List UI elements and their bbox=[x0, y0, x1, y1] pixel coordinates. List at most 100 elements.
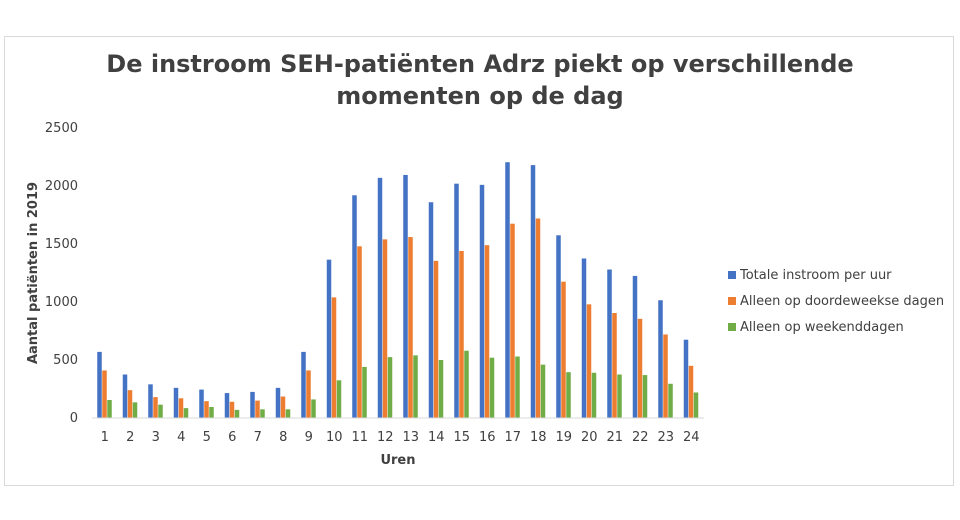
bar-series-3-hour-14 bbox=[438, 360, 444, 418]
x-tick-label: 22 bbox=[632, 430, 649, 445]
bar-series-1-hour-14 bbox=[428, 202, 434, 418]
bar-series-3-hour-1 bbox=[107, 400, 112, 418]
bar-series-2-hour-3 bbox=[153, 397, 158, 418]
bar-series-1-hour-4 bbox=[173, 387, 179, 418]
legend-label: Alleen op weekenddagen bbox=[740, 319, 904, 335]
x-tick-label: 18 bbox=[530, 430, 547, 445]
bar-series-3-hour-2 bbox=[132, 402, 138, 418]
bar-series-2-hour-16 bbox=[484, 245, 490, 418]
bar-series-2-hour-13 bbox=[408, 237, 413, 418]
x-axis-ticks: 1 2 3 4 5 6 7 8 9 10 11 12 13 14 15 16 17 18 19 20 21 22 23 24 bbox=[101, 430, 700, 445]
bar-series-1-hour-3 bbox=[148, 384, 153, 418]
y-axis-ticks: 0 500 1000 1500 2000 2500 bbox=[45, 121, 78, 426]
x-tick-label: 3 bbox=[152, 430, 160, 445]
bar-series-2-hour-7 bbox=[255, 400, 260, 418]
x-tick-label: 20 bbox=[581, 430, 598, 445]
x-tick-label: 23 bbox=[657, 430, 674, 445]
y-tick-label: 2500 bbox=[45, 121, 78, 136]
bar-series-2-hour-24 bbox=[688, 365, 694, 418]
x-tick-label: 4 bbox=[177, 430, 185, 445]
legend-item: Alleen op doordeweekse dagen bbox=[728, 288, 944, 314]
x-tick-label: 5 bbox=[203, 430, 211, 445]
bar-series-2-hour-19 bbox=[561, 281, 566, 418]
bar-series-2-hour-21 bbox=[612, 313, 617, 418]
bar-series-3-hour-8 bbox=[285, 409, 291, 418]
bar-series-2-hour-23 bbox=[663, 334, 668, 418]
bar-series-3-hour-23 bbox=[668, 383, 673, 418]
x-tick-label: 16 bbox=[479, 430, 496, 445]
bar-series-1-hour-24 bbox=[683, 339, 689, 418]
x-tick-label: 12 bbox=[377, 430, 394, 445]
x-tick-label: 13 bbox=[402, 430, 419, 445]
legend-swatch bbox=[728, 297, 736, 305]
y-tick-label: 500 bbox=[53, 353, 78, 368]
legend-item: Alleen op weekenddagen bbox=[728, 314, 944, 340]
y-axis-title: Aantal patiënten in 2019 bbox=[26, 182, 41, 364]
bar-series-1-hour-1 bbox=[97, 351, 102, 418]
x-tick-label: 17 bbox=[504, 430, 521, 445]
bar-series-2-hour-17 bbox=[510, 223, 515, 418]
bar-series-3-hour-6 bbox=[234, 409, 240, 418]
bar-series-1-hour-6 bbox=[224, 393, 230, 418]
bar-series-2-hour-20 bbox=[586, 304, 592, 418]
bar-series-2-hour-14 bbox=[433, 260, 439, 418]
legend-item: Totale instroom per uur bbox=[728, 262, 944, 288]
bar-series-2-hour-8 bbox=[280, 396, 286, 418]
bar-series-2-hour-22 bbox=[637, 318, 643, 418]
x-tick-label: 11 bbox=[351, 430, 368, 445]
bar-series-1-hour-9 bbox=[301, 351, 306, 418]
bars-group bbox=[97, 162, 699, 418]
bar-series-3-hour-24 bbox=[693, 392, 699, 418]
y-tick-label: 2000 bbox=[45, 179, 78, 194]
legend-label: Alleen op doordeweekse dagen bbox=[740, 293, 945, 309]
legend-label: Totale instroom per uur bbox=[740, 267, 892, 283]
bar-series-3-hour-19 bbox=[566, 372, 571, 418]
bar-series-1-hour-12 bbox=[377, 177, 383, 418]
bar-series-1-hour-10 bbox=[326, 259, 332, 418]
bar-series-3-hour-21 bbox=[617, 374, 622, 418]
bar-series-3-hour-10 bbox=[336, 380, 342, 418]
bar-series-3-hour-3 bbox=[158, 404, 163, 418]
bar-series-2-hour-15 bbox=[459, 250, 464, 418]
bar-series-1-hour-15 bbox=[454, 183, 459, 418]
bar-series-2-hour-1 bbox=[102, 370, 107, 418]
bar-series-1-hour-19 bbox=[556, 235, 561, 418]
x-tick-label: 8 bbox=[279, 430, 287, 445]
x-tick-label: 24 bbox=[683, 430, 700, 445]
bar-series-3-hour-11 bbox=[362, 366, 367, 418]
bar-series-1-hour-18 bbox=[530, 165, 536, 418]
bar-series-1-hour-17 bbox=[505, 162, 510, 418]
y-tick-label: 1500 bbox=[45, 237, 78, 252]
bar-series-1-hour-22 bbox=[632, 275, 638, 418]
bar-series-1-hour-8 bbox=[275, 387, 281, 418]
legend-swatch bbox=[728, 271, 736, 279]
bar-series-1-hour-13 bbox=[403, 174, 408, 418]
bar-series-3-hour-16 bbox=[489, 357, 495, 418]
bar-series-1-hour-11 bbox=[352, 195, 357, 418]
bar-series-3-hour-5 bbox=[209, 406, 214, 418]
bar-series-1-hour-7 bbox=[250, 391, 255, 418]
bar-series-1-hour-23 bbox=[658, 300, 663, 418]
bar-series-3-hour-7 bbox=[260, 409, 265, 418]
bar-series-1-hour-16 bbox=[479, 184, 485, 418]
x-tick-label: 14 bbox=[428, 430, 445, 445]
bar-series-2-hour-6 bbox=[229, 401, 235, 418]
chart-title: De instroom SEH-patiënten Adrz piekt op … bbox=[106, 50, 854, 110]
x-tick-label: 10 bbox=[326, 430, 343, 445]
x-tick-label: 1 bbox=[101, 430, 109, 445]
bar-series-1-hour-2 bbox=[122, 374, 128, 418]
bar-series-3-hour-13 bbox=[413, 355, 418, 418]
bar-series-2-hour-4 bbox=[178, 398, 184, 418]
bar-series-2-hour-12 bbox=[382, 239, 388, 418]
bar-series-2-hour-9 bbox=[306, 370, 311, 418]
bar-series-3-hour-18 bbox=[540, 364, 546, 418]
y-tick-label: 0 bbox=[70, 411, 78, 426]
x-tick-label: 19 bbox=[555, 430, 572, 445]
bar-series-3-hour-9 bbox=[311, 399, 316, 418]
bar-series-3-hour-17 bbox=[515, 356, 520, 418]
bar-series-1-hour-21 bbox=[607, 269, 612, 418]
legend-swatch bbox=[728, 323, 736, 331]
bar-series-2-hour-10 bbox=[331, 297, 337, 418]
bar-series-3-hour-12 bbox=[387, 357, 393, 418]
